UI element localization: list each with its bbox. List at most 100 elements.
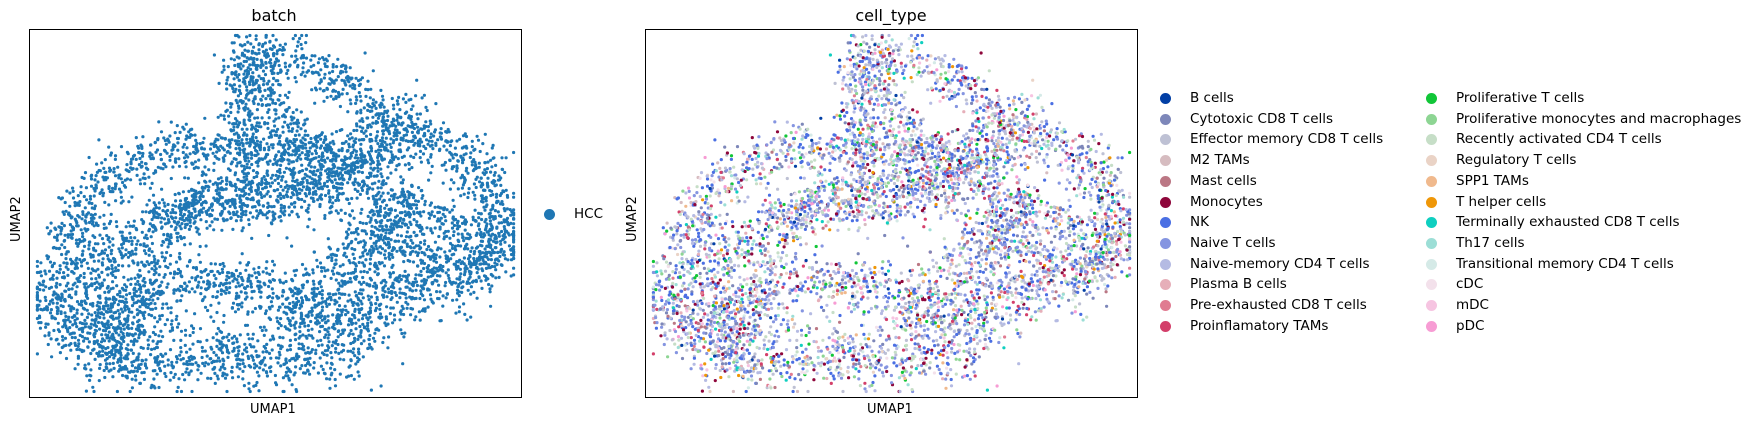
cell-point bbox=[227, 199, 231, 203]
cell-point bbox=[322, 76, 326, 80]
cell-point bbox=[457, 305, 462, 309]
cell-point bbox=[154, 211, 159, 215]
cell-point bbox=[144, 233, 148, 237]
cell-point bbox=[42, 288, 46, 292]
cell-point bbox=[316, 265, 320, 269]
cell-point bbox=[377, 228, 381, 232]
cell-point bbox=[343, 211, 347, 215]
cell-point bbox=[405, 306, 409, 310]
cell-point bbox=[312, 366, 316, 370]
cell-point bbox=[107, 259, 112, 263]
cell-point bbox=[337, 351, 341, 355]
cell-point bbox=[197, 181, 201, 185]
cell-point bbox=[67, 343, 71, 347]
batch-panel-title: batch bbox=[251, 6, 297, 25]
cell-point bbox=[290, 244, 294, 248]
cell-point bbox=[232, 77, 236, 81]
cell-point bbox=[228, 141, 232, 145]
cell-point bbox=[410, 203, 414, 207]
cell-point bbox=[397, 122, 401, 126]
cell-point bbox=[321, 56, 325, 60]
cell-point bbox=[54, 285, 59, 289]
cell-point bbox=[38, 299, 42, 303]
cell-point bbox=[284, 150, 288, 154]
cell-point bbox=[98, 363, 102, 367]
cell-point bbox=[459, 215, 463, 219]
cell-point bbox=[447, 276, 451, 280]
cell-point bbox=[169, 224, 173, 228]
cell-point bbox=[381, 340, 385, 345]
cell-point bbox=[210, 204, 214, 208]
cell-point bbox=[197, 232, 201, 236]
cell-point bbox=[229, 110, 233, 115]
cell-point bbox=[329, 276, 333, 280]
cell-point bbox=[182, 212, 186, 217]
cell-point bbox=[97, 282, 101, 286]
cell-point bbox=[350, 136, 354, 140]
cell-point bbox=[373, 270, 377, 274]
cell-point bbox=[434, 143, 438, 147]
cell-point bbox=[489, 258, 493, 262]
cell-point bbox=[418, 225, 422, 230]
cell-point bbox=[109, 190, 113, 194]
cell-point bbox=[189, 369, 193, 373]
cell-point bbox=[433, 226, 437, 230]
cell-point bbox=[366, 108, 370, 112]
cell-point bbox=[453, 247, 457, 251]
cell-point bbox=[398, 108, 402, 112]
cell-point bbox=[235, 354, 239, 358]
cell-point bbox=[503, 170, 507, 175]
cell-point bbox=[296, 196, 300, 200]
cell-point bbox=[143, 362, 147, 366]
cell-point bbox=[295, 129, 299, 133]
cell-point bbox=[287, 158, 291, 162]
cell-point bbox=[237, 73, 241, 77]
cell-point bbox=[415, 78, 419, 82]
cell-point bbox=[280, 152, 284, 156]
cell-point bbox=[365, 270, 369, 274]
cell-point bbox=[327, 54, 331, 58]
cell-point bbox=[257, 74, 261, 78]
cell-point bbox=[268, 184, 273, 188]
cell-point bbox=[109, 212, 113, 216]
cell-point bbox=[129, 236, 133, 240]
cell-point bbox=[298, 36, 302, 41]
cell-point bbox=[159, 329, 163, 333]
cell-point bbox=[157, 201, 161, 205]
cell-point bbox=[184, 159, 188, 164]
cell-point bbox=[343, 170, 347, 175]
cell-point bbox=[90, 277, 94, 281]
cell-point bbox=[84, 186, 88, 190]
cell-point bbox=[422, 261, 427, 266]
cell-point bbox=[340, 166, 344, 171]
cell-point bbox=[266, 162, 270, 166]
cell-point bbox=[512, 222, 516, 226]
cell-point bbox=[414, 203, 419, 207]
cell-point bbox=[195, 230, 199, 234]
cell-point bbox=[320, 305, 325, 309]
cell-point bbox=[500, 247, 504, 251]
cell-point bbox=[219, 176, 223, 180]
cell-point bbox=[172, 143, 176, 147]
cell-point bbox=[399, 181, 403, 185]
cell-point bbox=[369, 320, 373, 324]
cell-point bbox=[405, 242, 409, 246]
cell-point bbox=[479, 235, 484, 239]
cell-point bbox=[127, 239, 131, 243]
cell-point bbox=[397, 95, 401, 99]
cell-point bbox=[444, 168, 448, 172]
cell-point bbox=[176, 141, 180, 145]
cell-point bbox=[475, 166, 479, 170]
cell-point bbox=[44, 298, 48, 303]
cell-point bbox=[166, 218, 171, 222]
cell-point bbox=[245, 197, 249, 201]
cell-point bbox=[52, 261, 56, 265]
cell-point bbox=[327, 144, 331, 148]
cell-point bbox=[100, 281, 104, 285]
cell-point bbox=[450, 226, 455, 230]
cell-point bbox=[431, 273, 435, 277]
cell-point bbox=[397, 163, 401, 167]
cell-point bbox=[368, 96, 372, 100]
cell-point bbox=[369, 145, 373, 150]
cell-point bbox=[228, 180, 232, 184]
